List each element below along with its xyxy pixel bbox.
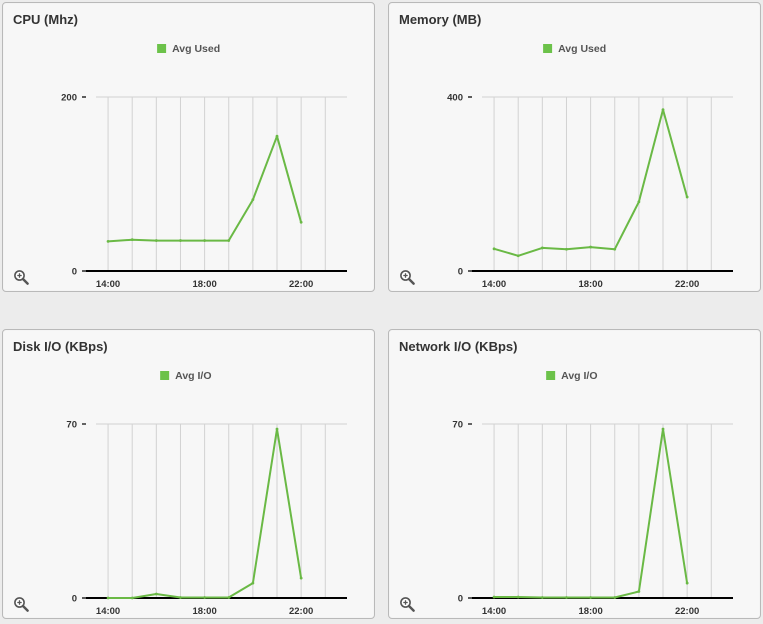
legend: Avg I/O <box>546 370 598 382</box>
x-tick-label: 14:00 <box>482 606 506 617</box>
legend-label: Avg I/O <box>561 370 597 382</box>
legend-label: Avg Used <box>558 43 606 55</box>
data-point <box>179 239 182 242</box>
memory-chart-panel: Memory (MB) Avg Used 0 400 14:00 18:00 22:00 <box>388 2 761 292</box>
y-tick-label: 200 <box>61 93 77 104</box>
disk-io-chart-panel: Disk I/O (KBps) Avg I/O 0 70 14:00 18:00 22:0… <box>2 329 375 619</box>
data-point <box>637 590 641 593</box>
data-point <box>565 247 568 251</box>
zoom-in-icon[interactable] <box>399 596 415 612</box>
data-point <box>154 592 158 596</box>
legend: Avg Used <box>543 43 606 55</box>
data-point <box>299 220 303 224</box>
y-tick-label: 0 <box>458 267 463 278</box>
x-tick-label: 22:00 <box>675 606 699 617</box>
x-tick-label: 22:00 <box>289 279 313 290</box>
cpu-chart: Avg Used 0 200 14:00 18:00 22:00 <box>61 43 347 290</box>
data-point <box>565 596 568 599</box>
grid <box>96 96 347 271</box>
grid <box>96 423 347 598</box>
data-point <box>106 596 110 600</box>
data-point <box>251 198 255 202</box>
disk-io-chart: Avg I/O 0 70 14:00 18:00 22:00 <box>66 370 347 617</box>
memory-chart: Avg Used 0 400 14:00 18:00 22:00 <box>447 43 733 290</box>
zoom-in-icon[interactable] <box>13 596 29 612</box>
data-point <box>106 240 110 243</box>
legend: Avg Used <box>157 43 220 55</box>
data-point <box>492 595 496 599</box>
legend-label: Avg I/O <box>175 370 211 382</box>
chart-title: Network I/O (KBps) <box>399 339 518 354</box>
y-tick-label: 400 <box>447 93 463 104</box>
data-point <box>516 595 520 599</box>
chart-title: CPU (Mhz) <box>13 12 78 27</box>
chart-title: Disk I/O (KBps) <box>13 339 108 354</box>
y-tick-label: 70 <box>452 420 463 431</box>
y-tick-label: 0 <box>72 267 77 278</box>
network-io-chart: Avg I/O 0 70 14:00 18:00 22:00 <box>452 370 733 617</box>
data-point <box>613 247 617 251</box>
data-point <box>227 596 231 599</box>
x-tick-label: 18:00 <box>578 279 602 290</box>
data-point <box>203 239 207 242</box>
legend: Avg I/O <box>160 370 212 382</box>
data-point <box>661 108 665 112</box>
data-point <box>299 576 303 580</box>
data-point <box>661 427 665 431</box>
data-point <box>275 134 279 138</box>
y-tick-label: 70 <box>66 420 77 431</box>
data-point <box>540 246 544 250</box>
data-point <box>589 245 593 249</box>
data-point <box>203 596 207 599</box>
data-point <box>227 239 231 242</box>
data-point <box>613 596 617 599</box>
legend-swatch <box>160 371 170 380</box>
data-point <box>637 200 641 204</box>
data-point <box>130 238 134 242</box>
x-tick-label: 18:00 <box>578 606 602 617</box>
zoom-in-icon[interactable] <box>399 269 415 285</box>
y-tick-label: 0 <box>458 594 463 605</box>
data-point <box>492 247 496 251</box>
zoom-in-icon[interactable] <box>13 269 29 285</box>
chart-title: Memory (MB) <box>399 12 482 27</box>
data-point <box>154 239 158 242</box>
grid <box>482 423 733 598</box>
x-tick-label: 14:00 <box>96 279 120 290</box>
legend-swatch <box>543 44 553 53</box>
data-point <box>685 195 689 199</box>
x-tick-label: 18:00 <box>192 606 216 617</box>
data-point <box>130 596 134 600</box>
data-point <box>540 596 544 599</box>
data-point <box>251 581 255 585</box>
x-tick-label: 22:00 <box>289 606 313 617</box>
data-point <box>275 427 279 431</box>
x-tick-label: 22:00 <box>675 279 699 290</box>
legend-label: Avg Used <box>172 43 220 55</box>
x-tick-label: 14:00 <box>96 606 120 617</box>
data-point <box>516 254 520 258</box>
data-point <box>589 596 593 599</box>
data-point <box>685 581 689 585</box>
legend-swatch <box>546 371 556 380</box>
legend-swatch <box>157 44 167 53</box>
grid <box>482 96 733 271</box>
x-tick-label: 18:00 <box>192 279 216 290</box>
cpu-chart-panel: CPU (Mhz) Avg Used 0 200 14:00 18:00 22:00 <box>2 2 375 292</box>
x-tick-label: 14:00 <box>482 279 506 290</box>
data-point <box>179 596 182 599</box>
network-io-chart-panel: Network I/O (KBps) Avg I/O 0 70 14:00 18:00 2… <box>388 329 761 619</box>
y-tick-label: 0 <box>72 594 77 605</box>
